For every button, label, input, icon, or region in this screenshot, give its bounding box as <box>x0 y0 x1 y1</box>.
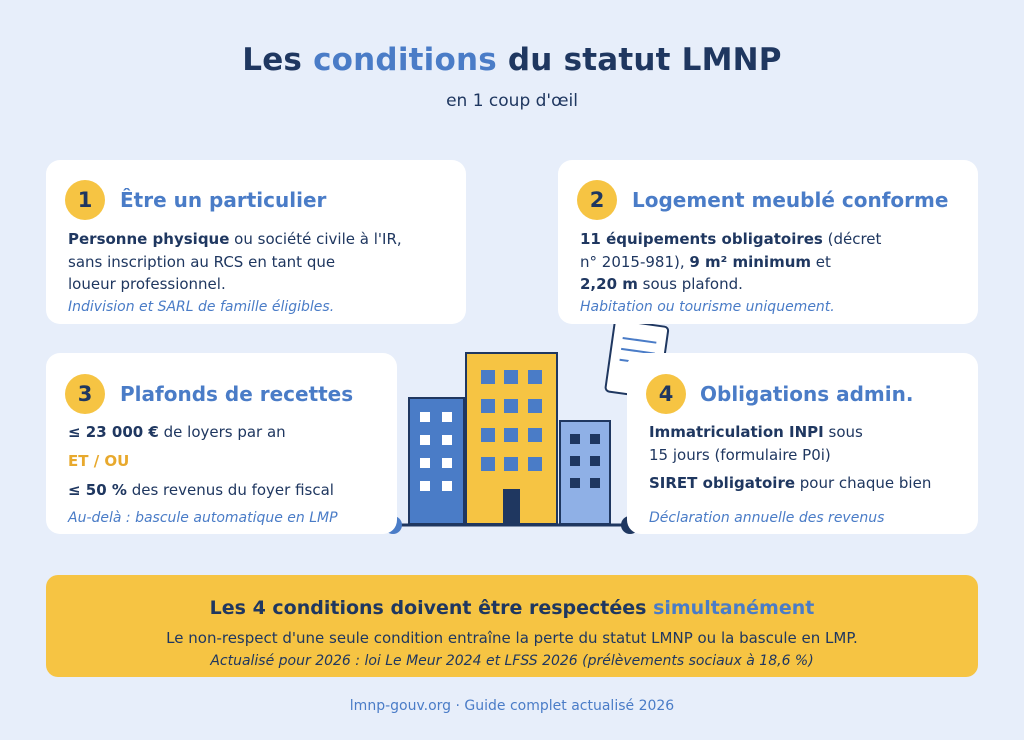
left-building <box>408 397 465 525</box>
card-2-line-3-bold: 2,20 m <box>580 275 638 293</box>
card-2-number-badge: 2 <box>577 180 617 220</box>
card-4-note: Déclaration annuelle des revenus <box>649 510 885 526</box>
card-2-title: Logement meublé conforme <box>632 188 949 212</box>
card-3-et-ou: ET / OU <box>68 452 130 470</box>
banner-title: Les 4 conditions doivent être respectées… <box>46 597 978 619</box>
footer-source: lmnp-gouv.org · Guide complet actualisé … <box>349 698 675 714</box>
card-1-line-1-bold: Personne physique <box>68 230 230 248</box>
card-4-line-1-bold: Immatriculation INPI <box>649 423 824 441</box>
card-1-line-2: sans inscription au RCS en tant que <box>68 252 336 271</box>
card-4-line-3-rest: pour chaque bien <box>795 474 932 492</box>
card-4-number-badge: 4 <box>646 374 686 414</box>
card-1-line-3: loueur professionnel. <box>68 275 226 293</box>
card-2-line-3: 2,20 m sous plafond. <box>580 273 970 296</box>
card-3-line-1-bold: ≤ 23 000 € <box>68 423 159 441</box>
card-2-line-3-rest: sous plafond. <box>637 275 743 293</box>
card-4-line-3-bold: SIRET obligatoire <box>649 474 796 492</box>
condition-card-3: 3 Plafonds de recettes ≤ 23 000 € de loy… <box>46 353 397 534</box>
card-2-line-1-rest: (décret <box>822 230 882 248</box>
card-4-title: Obligations admin. <box>700 382 914 406</box>
condition-card-1: 1 Être un particulier Personne physique … <box>46 160 466 324</box>
page-title: Les conditions du statut LMNP <box>0 42 1024 78</box>
card-2-line-2-bold: 9 m² minimum <box>689 252 812 271</box>
card-2-note: Habitation ou tourisme uniquement. <box>580 299 835 315</box>
banner-note: Actualisé pour 2026 : loi Le Meur 2024 e… <box>210 653 814 669</box>
banner-title-main: Les 4 conditions doivent être respectées <box>209 597 654 619</box>
card-4-line-2: 15 jours (formulaire P0i) <box>649 445 831 464</box>
card-1-note: Indivision et SARL de famille éligibles. <box>68 299 335 315</box>
card-2-line-1-bold: 11 équipements obligatoires <box>580 230 823 248</box>
condition-card-4: 4 Obligations admin. Immatriculation INP… <box>627 353 978 534</box>
banner-text: Le non-respect d'une seule condition ent… <box>166 629 858 647</box>
right-building <box>559 420 611 525</box>
title-accent: conditions <box>313 42 497 78</box>
card-1-title: Être un particulier <box>120 188 327 212</box>
card-2-line-2: n° 2015-981), 9 m² minimum et <box>580 251 970 274</box>
condition-card-2: 2 Logement meublé conforme 11 équipement… <box>558 160 978 324</box>
title-part1: Les <box>242 42 303 78</box>
card-3-line-1: ≤ 23 000 € de loyers par an <box>68 423 286 441</box>
card-3-title: Plafonds de recettes <box>120 382 354 406</box>
card-3-line-2-rest: des revenus du foyer fiscal <box>126 481 334 499</box>
card-4-line-1-rest: sous <box>823 423 863 441</box>
card-3-number-badge: 3 <box>65 374 105 414</box>
card-3-note: Au-delà : bascule automatique en LMP <box>68 510 338 526</box>
title-part2: du statut LMNP <box>507 42 782 78</box>
card-4-line-1: Immatriculation INPI sous <box>649 421 969 444</box>
card-2-line-1: 11 équipements obligatoires (décret <box>580 228 970 251</box>
card-1-number-badge: 1 <box>65 180 105 220</box>
card-2-line-2-b: et <box>811 252 831 271</box>
card-3-line-1-rest: de loyers par an <box>158 423 286 441</box>
card-1-line-1: Personne physique ou société civile à l'… <box>68 228 458 251</box>
card-3-line-2: ≤ 50 % des revenus du foyer fiscal <box>68 481 334 499</box>
card-3-line-2-bold: ≤ 50 % <box>68 481 127 499</box>
banner-title-accent: simultanément <box>653 597 815 619</box>
card-4-line-3: SIRET obligatoire pour chaque bien <box>649 474 931 492</box>
summary-banner: Les 4 conditions doivent être respectées… <box>46 575 978 677</box>
page-subtitle: en 1 coup d'œil <box>446 91 578 111</box>
card-1-body: Personne physique ou société civile à l'… <box>68 228 458 296</box>
central-building <box>465 352 558 525</box>
card-4-body: Immatriculation INPI sous 15 jours (form… <box>649 421 969 466</box>
card-1-line-1-rest: ou société civile à l'IR, <box>229 230 402 248</box>
card-2-line-2-a: n° 2015-981), <box>580 252 690 271</box>
card-2-body: 11 équipements obligatoires (décret n° 2… <box>580 228 970 296</box>
